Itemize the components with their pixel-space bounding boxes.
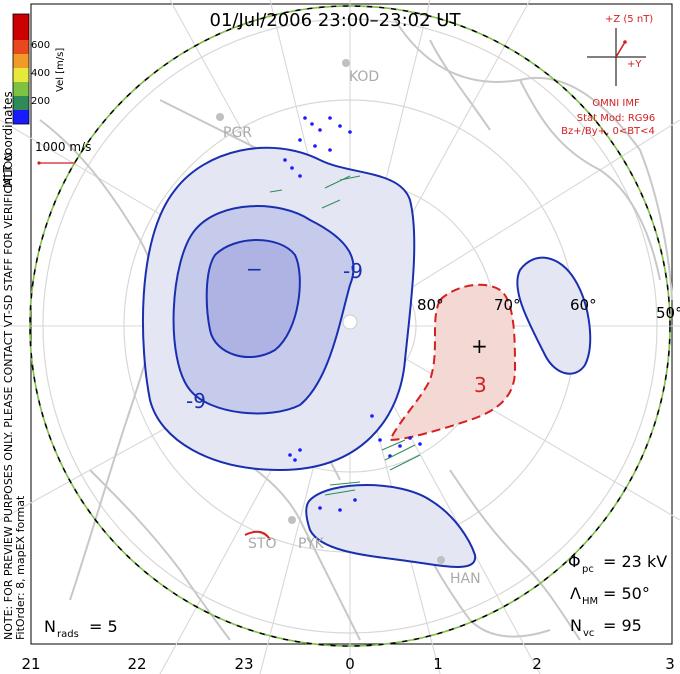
- stat-phi-pc-value: = 23 kV: [603, 552, 667, 571]
- contour-label-max: +: [471, 334, 488, 358]
- stat-n-rads-sub: rads: [57, 629, 79, 640]
- imf-z-label: +Z (5 nT): [605, 14, 653, 25]
- stat-n-vc-sub: vc: [583, 628, 594, 639]
- stat-lambda-hm-sub: HM: [582, 596, 598, 607]
- imf-model: Stat Mod: RG96: [577, 113, 656, 124]
- radar-sites: [216, 59, 445, 564]
- radar-label-pyk: PYK: [298, 536, 325, 552]
- contour-label-neg-9b: -9: [186, 389, 206, 413]
- radar-label-kod: KOD: [349, 69, 379, 85]
- colorbar: [12, 13, 30, 125]
- colorbar-tick-600: 600: [31, 40, 50, 51]
- lat-label-70: 70°: [494, 296, 521, 314]
- radar-site-pyk: [288, 516, 296, 524]
- contour-pos-small: [244, 530, 271, 541]
- vector-scale-label: 1000 m/s: [35, 140, 91, 154]
- mlt-tick-0: 0: [345, 655, 355, 673]
- lat-label-50: 50°: [656, 304, 680, 322]
- radar-label-sto: STO: [248, 536, 276, 552]
- lat-label-60: 60°: [570, 296, 597, 314]
- stat-n-vc: N vc = 95: [570, 616, 642, 639]
- colorbar-tick-400: 400: [31, 68, 50, 79]
- note-fit-order: FitOrder: 8, mapEX format: [14, 495, 27, 640]
- stat-lambda-hm-value: = 50°: [603, 584, 650, 603]
- mlt-tick-23: 23: [234, 655, 253, 673]
- contour-pos: [388, 283, 517, 442]
- colorbar-tick-200: 200: [31, 96, 50, 107]
- radar-label-han: HAN: [450, 571, 481, 587]
- velocity-vectors: [269, 116, 422, 512]
- colorbar-label: Vel [m/s]: [55, 48, 66, 92]
- mlt-axis: 21 22 23 0 1 2 3: [21, 655, 674, 673]
- stat-n-rads: N rads = 5: [44, 617, 118, 640]
- negative-cell-main: [141, 146, 416, 472]
- mlt-tick-1: 1: [433, 655, 443, 673]
- radar-site-han: [437, 556, 445, 564]
- coordinate-system-label: MLT coordinates: [1, 91, 15, 188]
- imf-y-label: +Y: [627, 59, 642, 70]
- stat-phi-pc-symbol: Φ: [568, 552, 581, 571]
- contour-label-min: −: [246, 257, 263, 281]
- radar-label-pgr: PGR: [223, 125, 252, 141]
- stat-n-rads-symbol: N: [44, 617, 56, 636]
- note-preview: NOTE: FOR PREVIEW PURPOSES ONLY. PLEASE …: [2, 149, 15, 640]
- mlt-tick-2: 2: [532, 655, 542, 673]
- pole-marker: [342, 314, 358, 330]
- stat-lambda-hm: Λ HM = 50°: [570, 584, 650, 607]
- hm-boundary-green: [29, 5, 671, 647]
- stat-n-vc-symbol: N: [570, 616, 582, 635]
- contour-neg-dawn: [516, 256, 592, 375]
- imf-condition: Bz+/By+, 0<BT<4: [561, 126, 655, 137]
- imf-clock: [587, 28, 646, 86]
- imf-title: OMNI IMF: [592, 98, 640, 109]
- stat-lambda-hm-symbol: Λ: [570, 584, 581, 603]
- vector-scale-origin: [37, 161, 41, 165]
- mlt-tick-3: 3: [665, 655, 675, 673]
- mlt-tick-22: 22: [127, 655, 146, 673]
- radar-site-pgr: [216, 113, 224, 121]
- lat-label-80: 80°: [417, 296, 444, 314]
- contour-label-pos-3: 3: [474, 373, 487, 397]
- contour-neg-core: [205, 239, 301, 359]
- contour-neg-bottom: [305, 484, 477, 568]
- mlt-tick-21: 21: [21, 655, 40, 673]
- stat-n-rads-value: = 5: [89, 617, 118, 636]
- stat-n-vc-value: = 95: [603, 616, 642, 635]
- contour-label-neg-9a: -9: [343, 259, 363, 283]
- stat-phi-pc-sub: pc: [582, 564, 594, 575]
- radar-site-kod: [342, 59, 350, 67]
- plot-title: 01/Jul/2006 23:00–23:02 UT: [210, 10, 462, 31]
- stat-phi-pc: Φ pc = 23 kV: [568, 552, 667, 575]
